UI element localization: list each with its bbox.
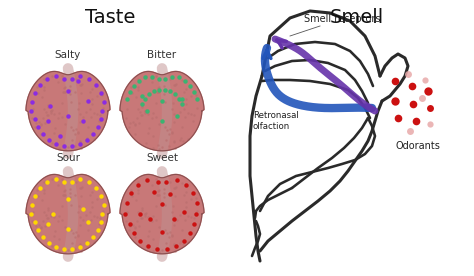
- Text: Bitter: Bitter: [147, 50, 176, 60]
- Text: Sweet: Sweet: [146, 153, 178, 163]
- Text: Taste: Taste: [85, 8, 135, 27]
- Text: Retronasal
olfaction: Retronasal olfaction: [253, 111, 299, 131]
- Polygon shape: [120, 174, 204, 254]
- Polygon shape: [120, 71, 204, 151]
- Text: Odorants: Odorants: [396, 141, 440, 151]
- Text: Smell receptors: Smell receptors: [304, 14, 380, 24]
- Polygon shape: [26, 174, 110, 254]
- Text: Sour: Sour: [56, 153, 80, 163]
- Text: Salty: Salty: [55, 50, 81, 60]
- Text: Smell: Smell: [330, 8, 384, 27]
- Polygon shape: [26, 71, 110, 151]
